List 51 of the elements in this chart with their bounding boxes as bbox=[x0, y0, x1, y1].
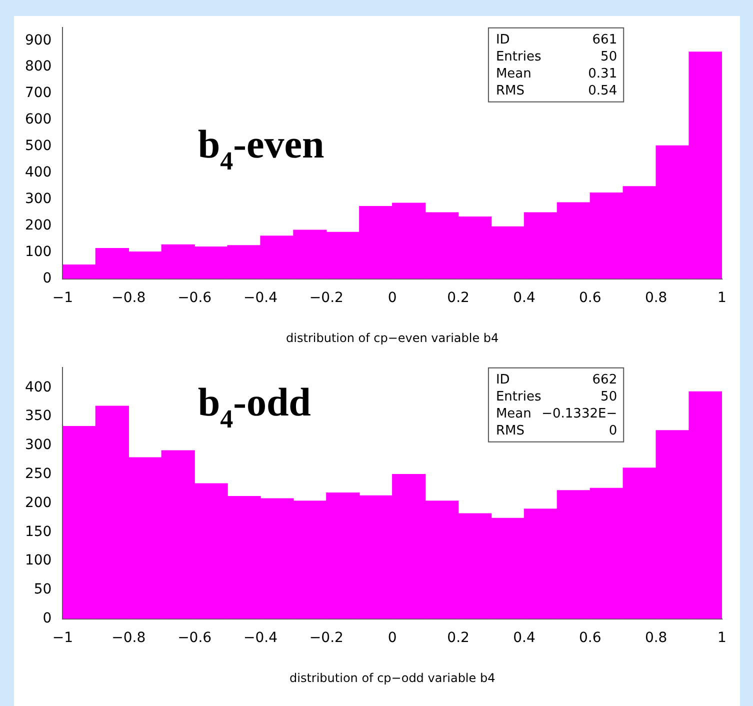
text: Entries 50 bbox=[496, 389, 618, 404]
x-tick-label: −1 bbox=[52, 630, 74, 646]
x-tick-label: −1 bbox=[52, 290, 74, 306]
x-tick-label: 0.4 bbox=[513, 630, 536, 646]
y-tick-label: 100 bbox=[24, 244, 52, 260]
x-tick-label: −0.8 bbox=[112, 290, 146, 306]
text: RMS 0.54 bbox=[496, 83, 618, 98]
x-tick-label: 1 bbox=[718, 290, 726, 306]
x-axis-title: distribution of cp−odd variable b4 bbox=[290, 670, 496, 685]
y-tick-label: 200 bbox=[24, 494, 52, 511]
x-tick-label: 1 bbox=[718, 630, 726, 646]
y-tick-label: 300 bbox=[24, 437, 52, 454]
text: Entries 50 bbox=[496, 49, 618, 64]
x-tick-label: 0.6 bbox=[579, 290, 602, 306]
x-tick-label: −0.6 bbox=[178, 630, 212, 646]
y-tick-label: 500 bbox=[24, 138, 52, 154]
y-tick-label: 50 bbox=[34, 582, 52, 598]
y-tick-label: 0 bbox=[42, 610, 52, 626]
x-tick-label: 0 bbox=[388, 290, 397, 306]
x-tick-label: 0.6 bbox=[579, 630, 602, 646]
x-tick-label: −0.8 bbox=[112, 630, 146, 646]
y-tick-label: 700 bbox=[24, 85, 52, 102]
y-tick-label: 400 bbox=[24, 164, 52, 181]
x-tick-label: −0.4 bbox=[244, 290, 278, 306]
y-tick-label: 300 bbox=[24, 191, 52, 208]
y-tick-label: 800 bbox=[24, 58, 52, 75]
y-tick-label: 350 bbox=[24, 408, 52, 424]
x-tick-label: −0.2 bbox=[309, 290, 344, 306]
x-tick-label: −0.2 bbox=[309, 630, 344, 646]
y-tick-label: 200 bbox=[24, 218, 52, 234]
x-tick-label: −0.6 bbox=[178, 290, 212, 306]
annotation: Mean −0.1332E− bbox=[496, 406, 618, 422]
x-tick-label: −0.4 bbox=[244, 630, 278, 646]
x-tick-label: 0.2 bbox=[447, 290, 470, 306]
text: ID 661 bbox=[496, 32, 618, 48]
text: RMS 0 bbox=[496, 423, 618, 438]
x-tick-label: 0 bbox=[388, 630, 397, 646]
text: Mean 0.31 bbox=[496, 66, 618, 82]
y-tick-label: 150 bbox=[24, 524, 52, 540]
x-tick-label: 0.2 bbox=[447, 630, 470, 646]
y-tick-label: 250 bbox=[24, 466, 52, 482]
x-tick-label: 0.8 bbox=[644, 290, 668, 306]
y-tick-label: 400 bbox=[24, 379, 52, 396]
x-tick-label: 0.4 bbox=[513, 290, 536, 306]
y-tick-label: 100 bbox=[24, 552, 52, 569]
y-tick-label: 600 bbox=[24, 112, 52, 128]
x-axis-title: distribution of cp−even variable b4 bbox=[286, 330, 499, 345]
y-tick-label: 900 bbox=[24, 32, 52, 48]
y-tick-label: 0 bbox=[42, 270, 52, 286]
x-tick-label: 0.8 bbox=[644, 630, 668, 646]
text: ID 662 bbox=[496, 372, 618, 388]
